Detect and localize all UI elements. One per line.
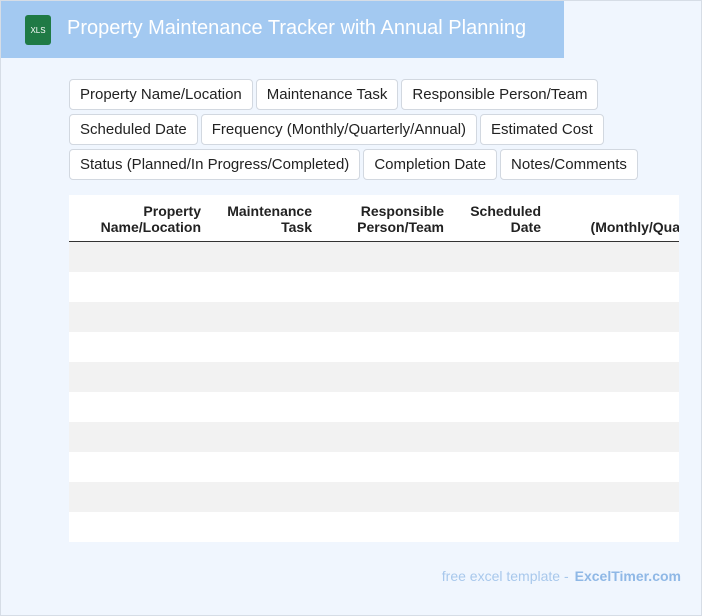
field-tag[interactable]: Estimated Cost	[480, 114, 604, 145]
table-row	[69, 272, 679, 302]
column-header: Maintenance Task	[227, 203, 312, 235]
column-header: Scheduled Date	[470, 203, 541, 235]
page-title: Property Maintenance Tracker with Annual…	[67, 17, 527, 39]
table-row	[69, 512, 679, 542]
tag-list: Property Name/Location Maintenance Task Re…	[69, 79, 659, 180]
table-row	[69, 242, 679, 272]
table-row	[69, 362, 679, 392]
field-tag[interactable]: Status (Planned/In Progress/Completed)	[69, 149, 361, 180]
table-row	[69, 302, 679, 332]
column-header: Frequency (Monthly/Quarterly/Annual)	[590, 219, 679, 235]
table: Property Name/Location Maintenance Task Re…	[69, 195, 679, 542]
footer-link[interactable]: ExcelTimer.com	[574, 568, 681, 584]
field-tag[interactable]: Scheduled Date	[69, 114, 198, 145]
table-body	[69, 242, 679, 542]
field-tag[interactable]: Maintenance Task	[255, 79, 399, 110]
footer-text: free excel template -	[441, 568, 569, 584]
table-row	[69, 482, 679, 512]
field-tag[interactable]: Completion Date	[363, 149, 498, 180]
file-icon: XLS	[25, 15, 51, 45]
field-tag[interactable]: Responsible Person/Team	[401, 79, 599, 110]
footer: free excel template - ExcelTimer.com	[442, 568, 681, 584]
field-tag[interactable]: Frequency (Monthly/Quarterly/Annual)	[200, 114, 478, 145]
table-row	[69, 452, 679, 482]
table-header: Property Name/Location Maintenance Task Re…	[69, 195, 679, 242]
field-tag[interactable]: Notes/Comments	[500, 149, 638, 180]
column-header: Property Name/Location	[100, 203, 201, 235]
table-row	[69, 392, 679, 422]
column-header: Responsible Person/Team	[357, 203, 444, 235]
header-bar: XLS Property Maintenance Tracker with An…	[1, 1, 564, 58]
table-row	[69, 422, 679, 452]
field-tag[interactable]: Property Name/Location	[69, 79, 253, 110]
table-row	[69, 332, 679, 362]
